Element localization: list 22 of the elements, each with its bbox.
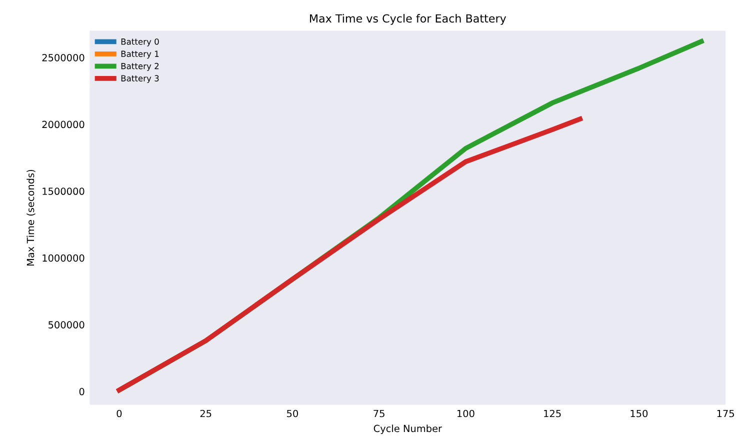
x-tick-label: 125 [544,410,561,418]
y-tick-label: 2500000 [42,54,84,62]
legend-label: Battery 3 [121,75,159,84]
y-axis-title: Max Time (seconds) [26,170,36,266]
x-axis-title: Cycle Number [374,424,442,434]
y-tick-label: 1500000 [42,188,84,195]
x-tick-label: 100 [457,410,474,418]
y-tick-label: 500000 [48,321,84,328]
x-tick-label: 175 [717,410,734,418]
y-tick-label: 1000000 [42,254,84,262]
y-tick-label: 2000000 [42,120,84,128]
line-series [116,116,582,393]
x-tick-label: 25 [200,410,212,418]
chart-title: Max Time vs Cycle for Each Battery [310,14,506,25]
legend-label: Battery 0 [121,38,159,46]
x-tick-label: 150 [630,410,648,418]
legend-label: Battery 1 [121,50,159,59]
x-tick-label: 0 [116,410,122,418]
x-tick-label: 50 [287,410,298,418]
x-tick-label: 75 [374,410,384,418]
y-tick-label: 0 [79,388,84,396]
legend-label: Battery 2 [121,62,159,71]
